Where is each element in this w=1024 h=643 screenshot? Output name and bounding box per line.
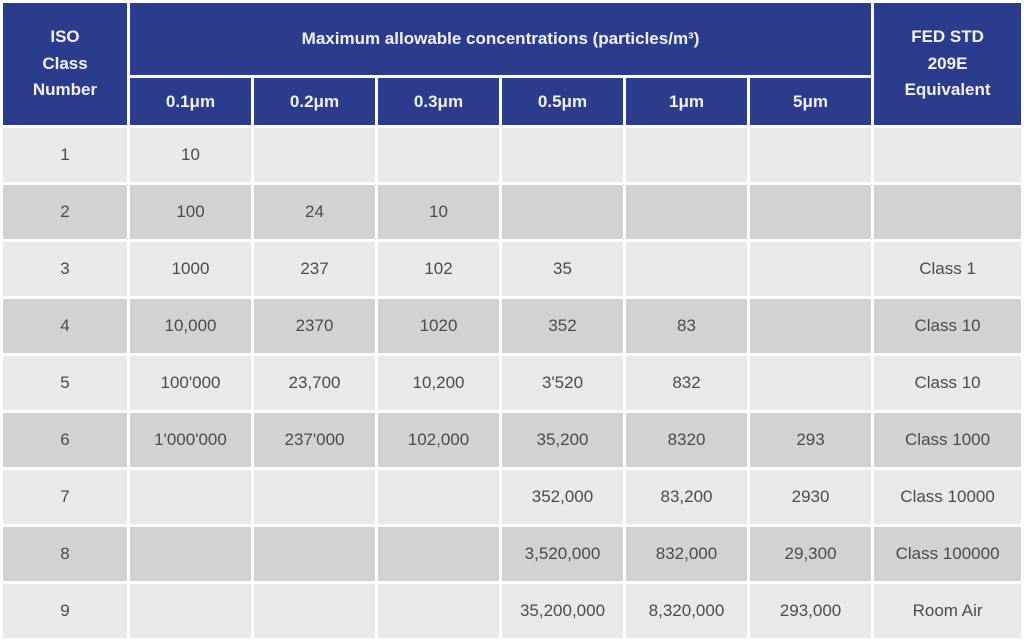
- value-cell: 102,000: [378, 413, 499, 467]
- value-cell: [750, 185, 872, 239]
- value-cell: [254, 128, 375, 182]
- value-cell: [378, 128, 499, 182]
- table-header: ISO Class Number Maximum allowable conce…: [3, 3, 1022, 125]
- value-cell: 3'520: [502, 356, 623, 410]
- value-cell: [378, 470, 499, 524]
- value-cell: [750, 242, 872, 296]
- fed-equivalent-cell: Class 1: [874, 242, 1022, 296]
- iso-class-cell: 5: [3, 356, 127, 410]
- value-cell: 832,000: [626, 527, 747, 581]
- table-row: 9 35,200,000 8,320,000 293,000 Room Air: [3, 584, 1022, 638]
- value-cell: 10: [378, 185, 499, 239]
- size-header-0-1um: 0.1μm: [130, 78, 251, 125]
- value-cell: [626, 128, 747, 182]
- max-concentration-header: Maximum allowable concentrations (partic…: [130, 3, 872, 75]
- value-cell: 832: [626, 356, 747, 410]
- value-cell: 293,000: [750, 584, 872, 638]
- size-header-0-5um: 0.5μm: [502, 78, 623, 125]
- value-cell: 35,200,000: [502, 584, 623, 638]
- iso-class-cell: 6: [3, 413, 127, 467]
- value-cell: [254, 470, 375, 524]
- value-cell: 352,000: [502, 470, 623, 524]
- value-cell: [626, 242, 747, 296]
- value-cell: 2370: [254, 299, 375, 353]
- fed-equivalent-cell: Class 10000: [874, 470, 1022, 524]
- value-cell: [378, 584, 499, 638]
- table-row: 5 100'000 23,700 10,200 3'520 832 Class 10: [3, 356, 1022, 410]
- value-cell: [130, 470, 251, 524]
- iso-class-number-header: ISO Class Number: [3, 3, 127, 125]
- table-row: 6 1'000'000 237'000 102,000 35,200 8320 293 Cla…: [3, 413, 1022, 467]
- table-body: 1 10 2 100 24 10 3 1000 237 102 35 Class 1 4 10,000 23…: [3, 128, 1022, 638]
- value-cell: 100: [130, 185, 251, 239]
- value-cell: 3,520,000: [502, 527, 623, 581]
- value-cell: 1020: [378, 299, 499, 353]
- value-cell: 35: [502, 242, 623, 296]
- value-cell: 237'000: [254, 413, 375, 467]
- fed-equivalent-cell: Room Air: [874, 584, 1022, 638]
- value-cell: 24: [254, 185, 375, 239]
- table-row: 4 10,000 2370 1020 352 83 Class 10: [3, 299, 1022, 353]
- size-header-1um: 1μm: [626, 78, 747, 125]
- fed-equivalent-cell: Class 10: [874, 299, 1022, 353]
- iso-class-cell: 8: [3, 527, 127, 581]
- size-header-0-3um: 0.3μm: [378, 78, 499, 125]
- value-cell: 8320: [626, 413, 747, 467]
- iso-class-cell: 3: [3, 242, 127, 296]
- fed-equivalent-cell: Class 1000: [874, 413, 1022, 467]
- value-cell: 83,200: [626, 470, 747, 524]
- value-cell: [254, 584, 375, 638]
- value-cell: 10: [130, 128, 251, 182]
- value-cell: 237: [254, 242, 375, 296]
- fed-equivalent-cell: Class 10: [874, 356, 1022, 410]
- value-cell: [750, 128, 872, 182]
- value-cell: 352: [502, 299, 623, 353]
- value-cell: [378, 527, 499, 581]
- table-row: 2 100 24 10: [3, 185, 1022, 239]
- iso-class-cell: 7: [3, 470, 127, 524]
- fed-equivalent-cell: [874, 185, 1022, 239]
- table-row: 3 1000 237 102 35 Class 1: [3, 242, 1022, 296]
- value-cell: 102: [378, 242, 499, 296]
- value-cell: 10,000: [130, 299, 251, 353]
- table-row: 1 10: [3, 128, 1022, 182]
- iso-class-cell: 2: [3, 185, 127, 239]
- size-header-0-2um: 0.2μm: [254, 78, 375, 125]
- value-cell: [750, 356, 872, 410]
- value-cell: [254, 527, 375, 581]
- value-cell: 293: [750, 413, 872, 467]
- value-cell: 29,300: [750, 527, 872, 581]
- value-cell: 2930: [750, 470, 872, 524]
- value-cell: [502, 185, 623, 239]
- fed-std-209e-header: FED STD 209E Equivalent: [874, 3, 1022, 125]
- value-cell: 8,320,000: [626, 584, 747, 638]
- value-cell: 1000: [130, 242, 251, 296]
- value-cell: 1'000'000: [130, 413, 251, 467]
- value-cell: 83: [626, 299, 747, 353]
- value-cell: 10,200: [378, 356, 499, 410]
- iso-class-cell: 9: [3, 584, 127, 638]
- iso-class-cell: 4: [3, 299, 127, 353]
- table-row: 7 352,000 83,200 2930 Class 10000: [3, 470, 1022, 524]
- value-cell: 35,200: [502, 413, 623, 467]
- iso-class-cell: 1: [3, 128, 127, 182]
- value-cell: [130, 527, 251, 581]
- fed-equivalent-cell: Class 100000: [874, 527, 1022, 581]
- value-cell: [502, 128, 623, 182]
- size-header-5um: 5μm: [750, 78, 872, 125]
- value-cell: [626, 185, 747, 239]
- value-cell: 23,700: [254, 356, 375, 410]
- fed-equivalent-cell: [874, 128, 1022, 182]
- value-cell: [130, 584, 251, 638]
- value-cell: 100'000: [130, 356, 251, 410]
- value-cell: [750, 299, 872, 353]
- table-row: 8 3,520,000 832,000 29,300 Class 100000: [3, 527, 1022, 581]
